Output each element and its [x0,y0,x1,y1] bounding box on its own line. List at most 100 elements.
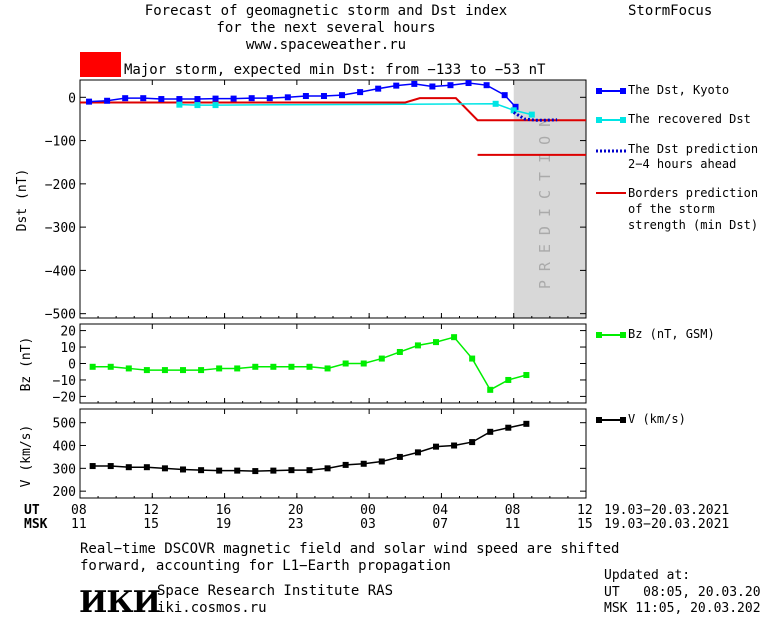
data-point [125,365,132,372]
data-point [483,82,490,89]
y-tick-label: −200 [45,178,76,193]
data-point [176,96,183,103]
series-line-0-2 [512,111,558,122]
y-tick-label: 300 [53,462,76,477]
x-tick-label-msk: 15 [143,517,159,532]
y-tick-label: −500 [45,308,76,323]
x-tick-label-ut: 04 [432,503,449,518]
data-point [378,355,385,362]
data-point [447,82,454,89]
x-tick-label-ut: 08 [504,503,521,518]
legend-prediction-line2: 2−4 hours ahead [628,157,737,171]
x-tick-label-ut: 00 [360,503,376,518]
brand-name: StormFocus [628,3,713,19]
data-point [360,360,367,367]
chart-title-line2: for the next several hours [216,20,436,36]
data-point [216,365,223,372]
data-point [252,363,259,370]
data-point [414,449,421,456]
data-point [320,93,327,100]
data-point [465,80,472,87]
data-point [158,96,165,103]
data-point [339,92,346,99]
data-point [501,92,508,99]
data-point [342,360,349,367]
border-lower-line [80,97,586,122]
data-point [198,467,205,474]
data-point [230,95,237,102]
legend-borders-line3: strength (min Dst) [628,218,759,232]
data-point [176,101,183,108]
data-point [216,467,223,474]
x-tick-label-msk: 11 [71,517,87,532]
data-point [266,95,273,102]
x-tick-label-msk: 11 [504,517,521,532]
legend-v: V (km/s) [628,412,686,426]
y-tick-label: −10 [53,374,76,389]
y-tick-label: 0 [68,358,76,373]
data-point [375,85,382,92]
dst-plot-frame [79,79,587,319]
y-tick-label: 20 [60,325,76,340]
data-point [302,93,309,100]
y-tick-label: −400 [45,264,76,279]
data-point [523,420,530,427]
legend-recovered: The recovered Dst [628,112,751,126]
chart-title-line1: Forecast of geomagnetic storm and Dst in… [144,3,508,19]
data-point [324,365,331,372]
x-tick-label-ut: 16 [215,503,232,518]
x-tick-label-msk: 23 [287,517,304,532]
data-point [212,102,219,109]
data-point [288,363,295,370]
data-point [393,82,400,89]
ut-axis-label: UT [24,503,40,518]
storm-alert-text: Major storm, expected min Dst: from −133… [124,62,546,78]
y-tick-label: 200 [53,485,76,500]
data-point [378,458,385,465]
x-tick-label-msk: 19 [215,517,232,532]
data-point [161,367,168,374]
data-point [357,89,364,96]
institute-site-link[interactable]: iki.cosmos.ru [157,600,267,616]
data-point [528,111,535,118]
data-point [194,96,201,103]
legend-keys [596,88,626,423]
data-point [505,424,512,431]
data-point [143,367,150,374]
y-tick-label: 0 [68,91,76,106]
website-link[interactable]: www.spaceweather.ru [245,37,407,53]
data-point [86,98,93,105]
data-point [487,386,494,393]
msk-axis-label: MSK [24,517,48,532]
data-point [396,453,403,460]
data-point [487,428,494,435]
msk-date-range: 19.03−20.03.2021 [604,517,730,532]
y-tick-label: 10 [60,341,76,356]
data-point [510,107,517,114]
data-point [411,80,418,87]
x-tick-label-ut: 12 [577,503,593,518]
storm-level-indicator [80,52,121,77]
data-point [342,461,349,468]
data-point [414,342,421,349]
data-point [89,363,96,370]
iki-logo: ИКИ [79,585,161,620]
y-tick-label: 500 [53,417,76,432]
data-point [252,468,259,475]
data-point [212,95,219,102]
data-point [306,467,313,474]
updated-label: Updated at: [604,568,691,583]
data-point [194,102,201,109]
data-point [234,467,241,474]
bz-plot-frame [79,323,587,404]
data-point [469,439,476,446]
data-point [306,363,313,370]
series-line-1-0 [92,336,527,391]
data-point [451,442,458,449]
series-line-0-1 [179,103,532,116]
data-point [505,376,512,383]
data-point [429,83,436,90]
x-tick-label-ut: 08 [71,503,87,518]
x-tick-label-msk: 03 [360,517,376,532]
